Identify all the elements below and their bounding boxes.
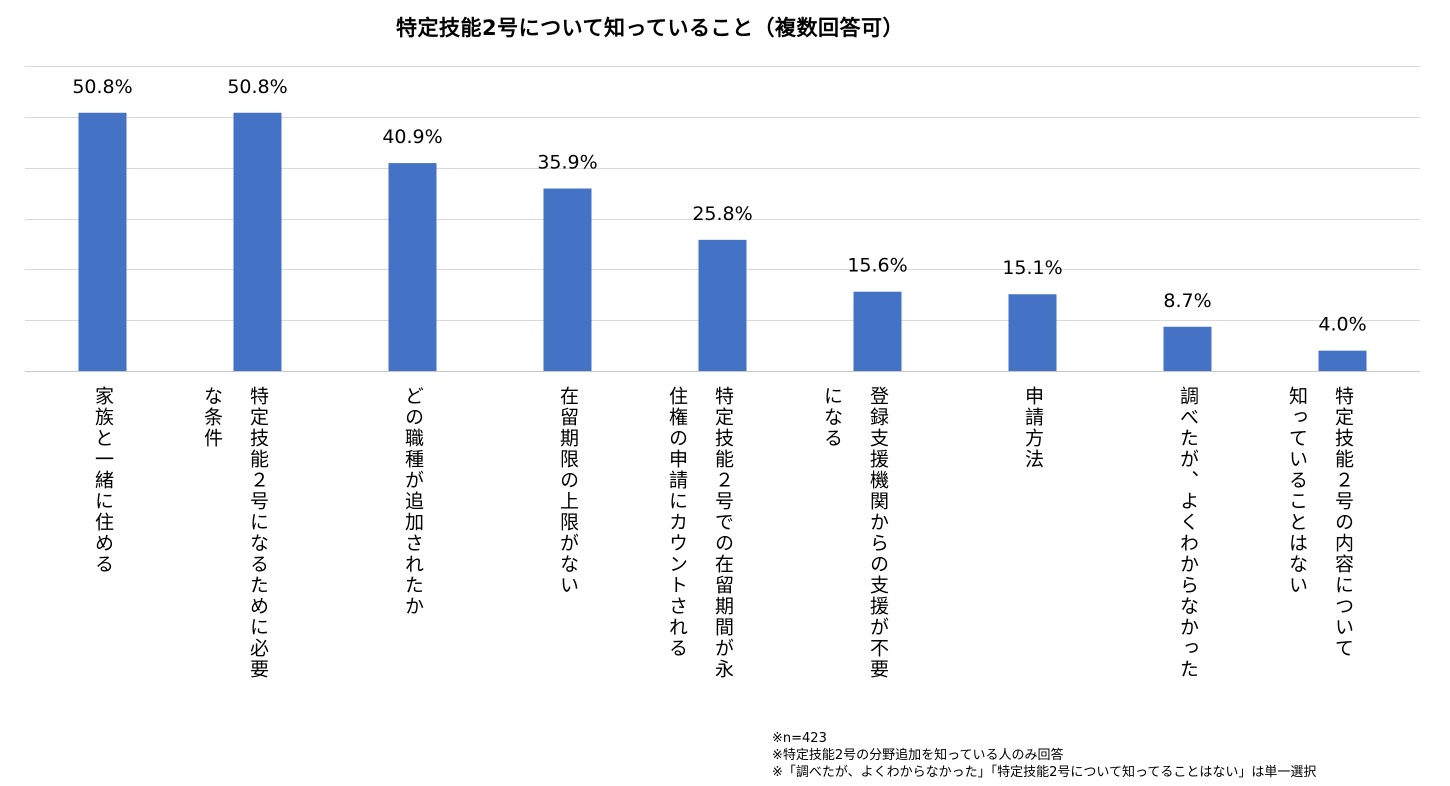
value-label: 8.7%: [1163, 290, 1211, 312]
bar: [543, 188, 592, 371]
value-label: 40.9%: [382, 126, 442, 148]
value-label: 15.6%: [847, 255, 907, 277]
value-label: 25.8%: [692, 203, 752, 225]
bar: [388, 163, 437, 371]
value-label: 50.8%: [227, 76, 287, 98]
category-label: 登録支援機関からの支援が不要 になる: [821, 386, 889, 680]
bars: [78, 112, 1367, 372]
value-label: 50.8%: [72, 76, 132, 98]
chart-title: 特定技能2号について知っていること（複数回答可）: [396, 16, 904, 40]
footnote-respondents: ※特定技能2号の分野追加を知っている人のみ回答: [772, 748, 1064, 763]
category-label: 申請方法: [1022, 386, 1044, 470]
category-label: 特定技能２号になるために必要 な条件: [201, 386, 269, 680]
bar: [233, 112, 282, 372]
category-label: 特定技能２号での在留期間が永 住権の申請にカウントされる: [666, 386, 734, 680]
bar: [1008, 294, 1057, 371]
category-label: 在留期限の上限がない: [557, 386, 579, 596]
value-labels: 50.8% 50.8% 40.9% 35.9% 25.8% 15.6% 15.1% 8.7% 4…: [72, 76, 1366, 336]
category-label: 特定技能２号の内容について 知っていることはない: [1286, 386, 1354, 659]
value-label: 4.0%: [1318, 314, 1366, 336]
bar: [1318, 350, 1367, 371]
bar: [1163, 326, 1212, 371]
footnote-single-choice: ※「調べたが、よくわからなかった」「特定技能2号について知ってることはない」は単…: [772, 765, 1317, 780]
footnotes: ※n=423 ※特定技能2号の分野追加を知っている人のみ回答 ※「調べたが、よく…: [772, 730, 1316, 781]
bar: [853, 291, 902, 371]
category-label: どの職種が追加されたか: [402, 386, 424, 617]
category-label: 家族と一緒に住める: [92, 386, 114, 575]
category-label: 調べたが、よくわからなかった: [1177, 386, 1199, 680]
value-label: 15.1%: [1002, 257, 1062, 279]
bar: [698, 239, 747, 371]
footnote-sample-size: ※n=423: [772, 731, 827, 746]
bar: [78, 112, 127, 372]
value-label: 35.9%: [537, 152, 597, 174]
